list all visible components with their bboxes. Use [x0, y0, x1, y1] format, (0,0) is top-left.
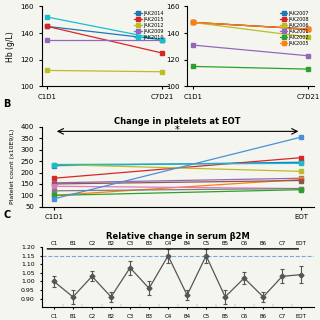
Text: *: *: [175, 124, 180, 134]
Text: C: C: [3, 210, 11, 220]
Legend: JAK2007, JAK2008, JAK2006, JAK2001, JAK2002, JAK2005: JAK2007, JAK2008, JAK2006, JAK2001, JAK2…: [278, 9, 311, 48]
Y-axis label: Platelet count (x10E9/L): Platelet count (x10E9/L): [10, 129, 15, 204]
Title: Change in platelets at EOT: Change in platelets at EOT: [114, 117, 241, 126]
Text: B: B: [3, 99, 11, 109]
Y-axis label: Hb (g/L): Hb (g/L): [6, 31, 15, 62]
Legend: JAK2014, JAK2015, JAK2012, JAK2009, JAK2010: JAK2014, JAK2015, JAK2012, JAK2009, JAK2…: [132, 9, 166, 42]
Title: Relative change in serum β2M: Relative change in serum β2M: [106, 232, 250, 241]
